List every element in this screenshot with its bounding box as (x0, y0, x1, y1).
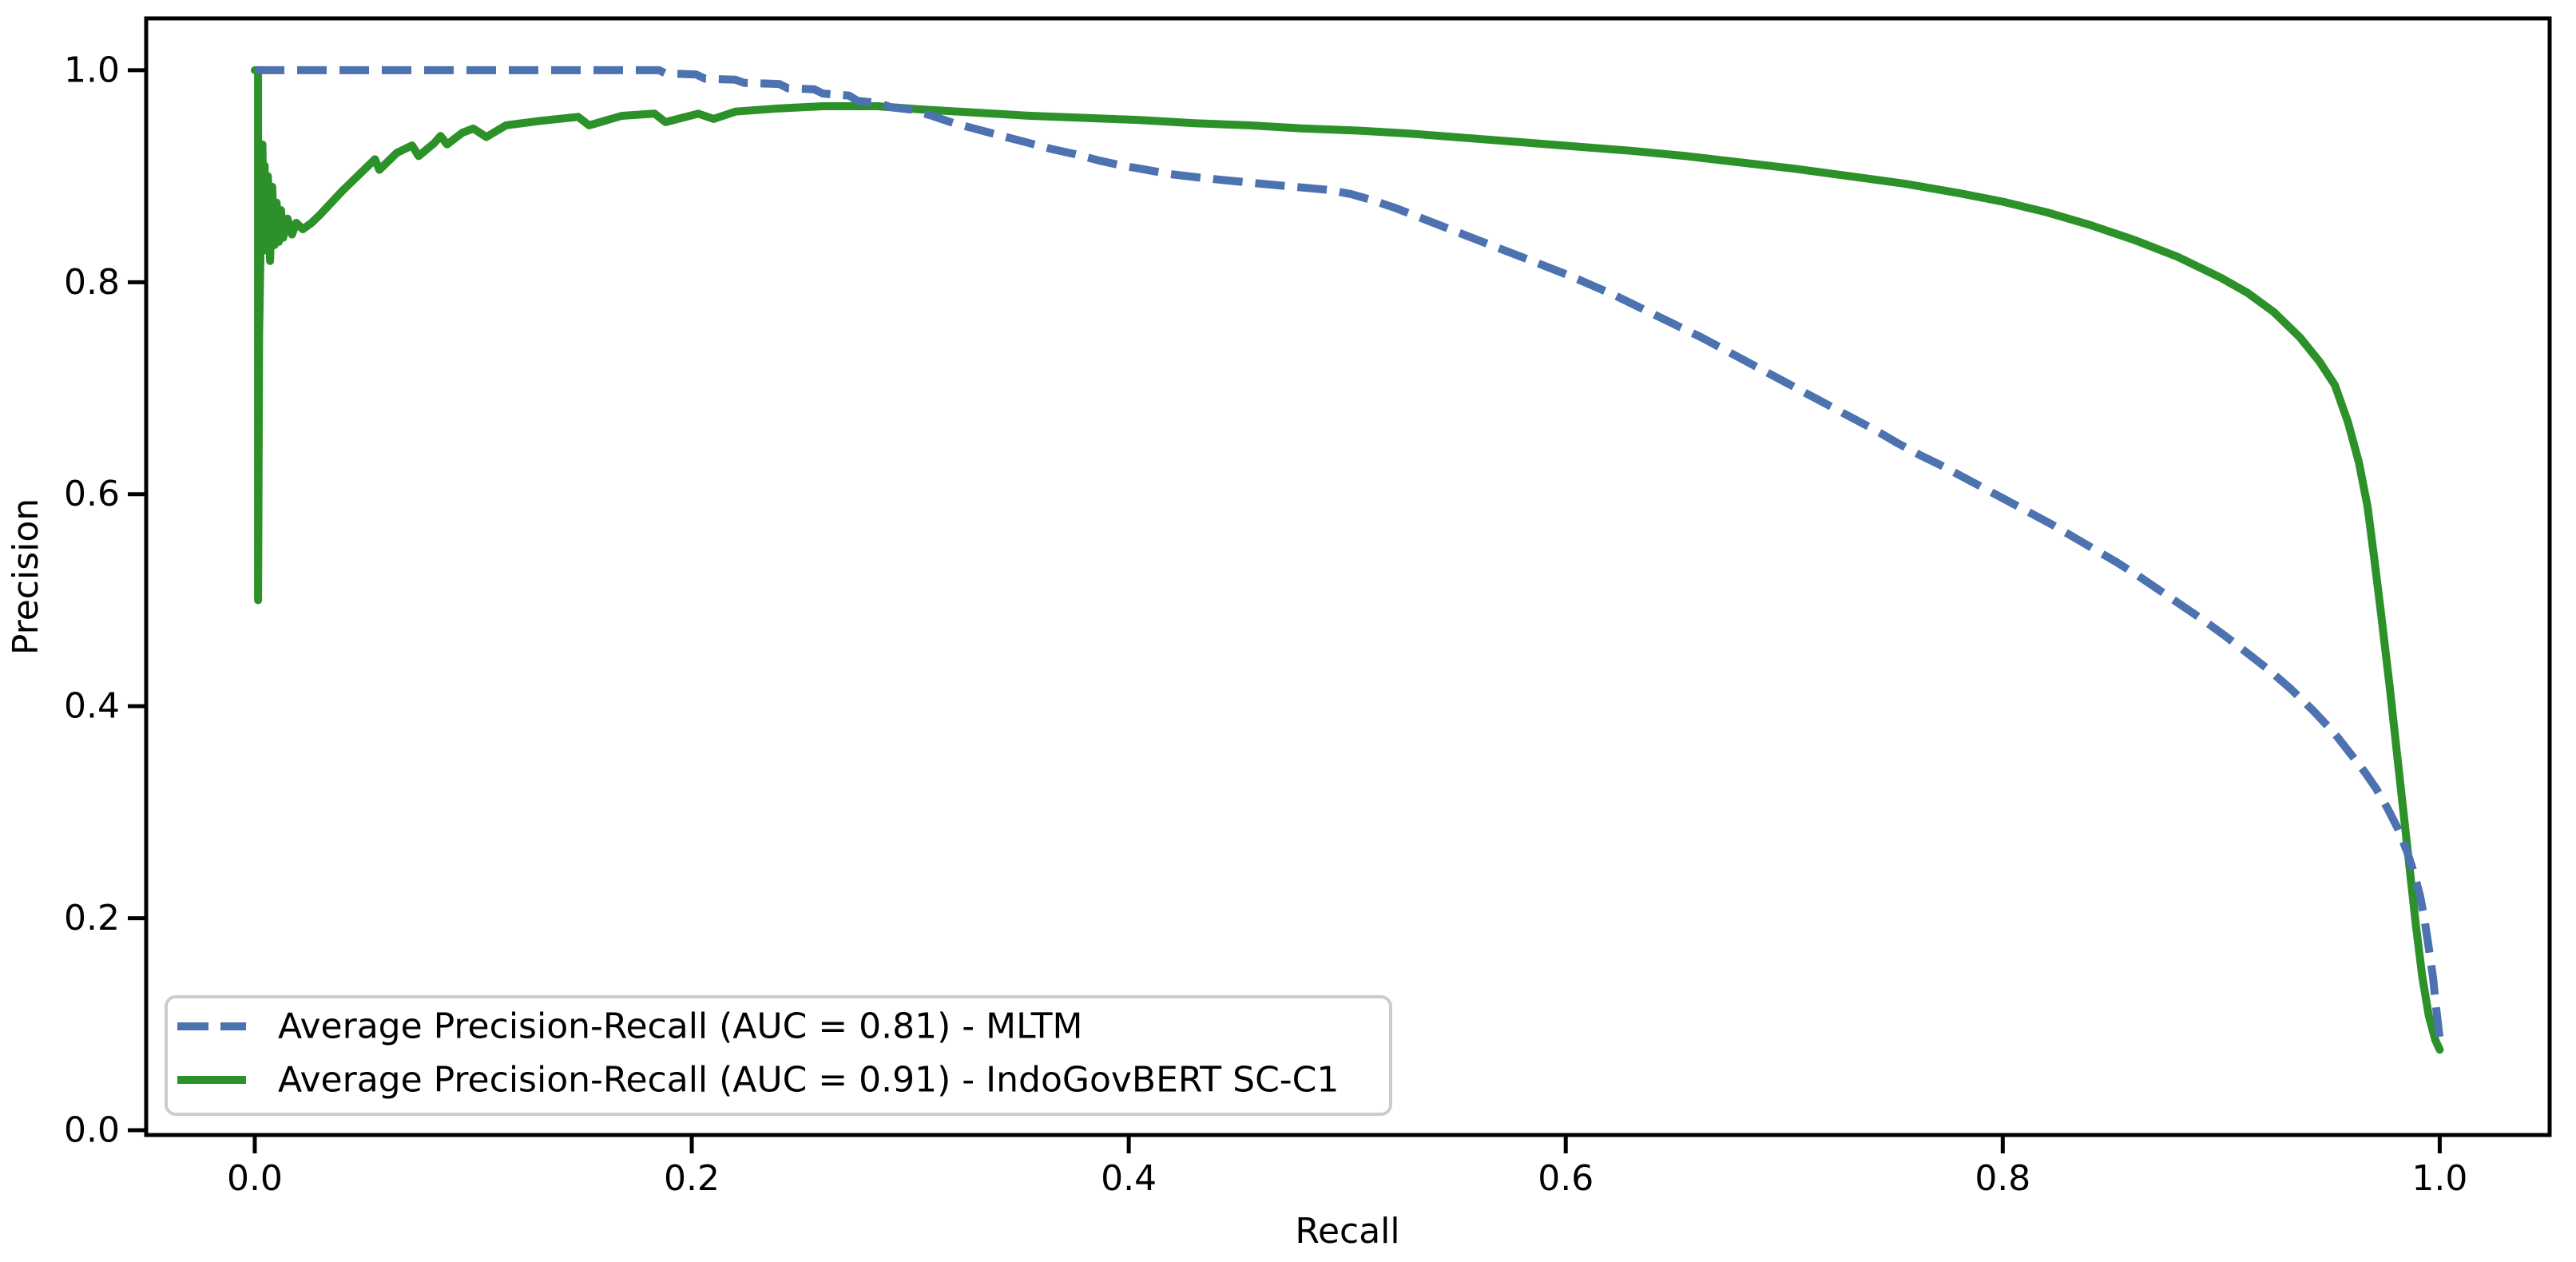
plot-border (144, 16, 2552, 1137)
y-tick-label: 0.0 (64, 1110, 120, 1151)
ticks-layer: 0.0 0.2 0.4 0.6 0.8 1.0 0.0 0.2 0.4 0.6 0.8 1.0 (64, 50, 2467, 1199)
y-tick-label: 0.6 (64, 474, 120, 514)
legend-label-mltm: Average Precision-Recall (AUC = 0.81) - … (278, 1006, 1082, 1047)
x-tick-label: 0.4 (1101, 1158, 1157, 1199)
legend-label-indogovbert: Average Precision-Recall (AUC = 0.91) - … (278, 1060, 1339, 1101)
y-tick-label: 0.4 (64, 686, 120, 727)
series-line-indogovbert (251, 65, 2444, 1054)
x-tick-label: 0.2 (664, 1158, 720, 1199)
y-tick-label: 0.8 (64, 262, 120, 303)
legend-box (165, 995, 1392, 1116)
legend: Average Precision-Recall (AUC = 0.81) - … (165, 995, 1392, 1116)
x-tick-label: 0.0 (227, 1158, 283, 1199)
x-axis-label: Recall (1295, 1211, 1399, 1252)
x-tick-label: 0.8 (1975, 1158, 2030, 1199)
series-line-mltm (255, 65, 2444, 1040)
x-tick-label: 1.0 (2411, 1158, 2467, 1199)
y-axis-label: Precision (6, 498, 46, 655)
y-tick-label: 0.2 (64, 898, 120, 939)
x-tick-label: 0.6 (1538, 1158, 1594, 1199)
y-tick-label: 1.0 (64, 50, 120, 90)
series-layer (251, 65, 2444, 1054)
